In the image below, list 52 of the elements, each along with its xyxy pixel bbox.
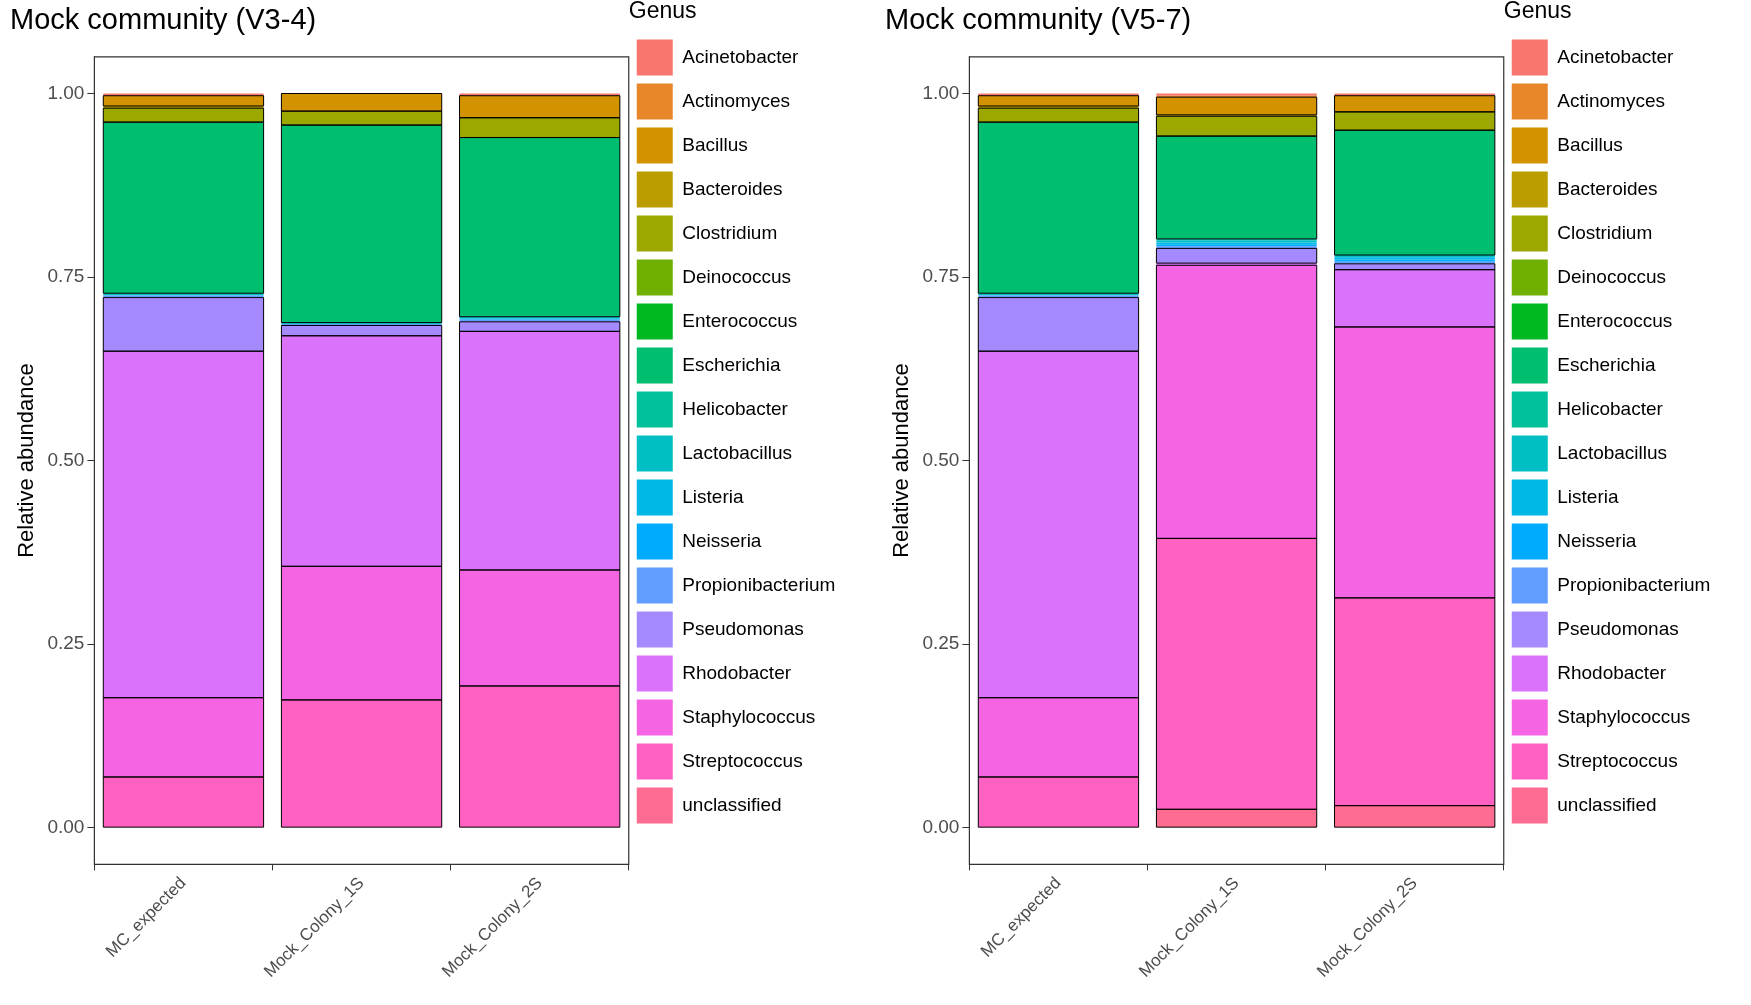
legend-label: Neisseria xyxy=(682,529,762,551)
y-tick-label: 0.75 xyxy=(47,265,85,287)
legend-label: Bacteroides xyxy=(1557,177,1658,199)
legend-label: Neisseria xyxy=(1557,529,1637,551)
legend-label: Deinococcus xyxy=(1557,265,1667,287)
y-tick-label: 0.75 xyxy=(922,265,960,287)
legend-label: Bacillus xyxy=(1557,133,1623,155)
legend-label: Listeria xyxy=(682,485,744,507)
y-tick-label: 0.25 xyxy=(922,632,960,654)
legend-title: Genus xyxy=(1503,0,1572,23)
legend-label: Propionibacterium xyxy=(1557,573,1711,595)
legend-label: Acinetobacter xyxy=(682,45,800,67)
legend-label: Enterococcus xyxy=(682,309,798,331)
legend-label: Enterococcus xyxy=(1557,309,1673,331)
legend-label: Helicobacter xyxy=(682,397,789,419)
legend-label: Lactobacillus xyxy=(1557,441,1668,463)
legend-label: Bacteroides xyxy=(682,177,783,199)
legend-label: Acinetobacter xyxy=(1557,45,1675,67)
legend-label: Pseudomonas xyxy=(1557,617,1679,639)
legend-label: Escherichia xyxy=(1557,353,1656,375)
y-tick-label: 1.00 xyxy=(922,81,960,103)
legend-label: Clostridium xyxy=(1557,221,1653,243)
legend-label: Clostridium xyxy=(682,221,778,243)
y-tick-label: 0.50 xyxy=(922,448,960,470)
legend-label: Staphylococcus xyxy=(682,705,816,727)
legend-label: Rhodobacter xyxy=(682,661,792,683)
legend-label: Actinomyces xyxy=(682,89,790,111)
legend-label: unclassified xyxy=(682,793,782,815)
chart-title: Mock community (V5-7) xyxy=(885,3,1192,36)
y-axis-title: Relative abundance xyxy=(13,363,39,558)
legend-label: Staphylococcus xyxy=(1557,705,1691,727)
chart-title: Mock community (V3-4) xyxy=(10,3,317,36)
y-tick-label: 0.50 xyxy=(47,448,85,470)
legend-label: Helicobacter xyxy=(1557,397,1664,419)
y-tick-label: 0.25 xyxy=(47,632,85,654)
y-tick-label: 0.00 xyxy=(47,815,85,837)
legend-label: Deinococcus xyxy=(682,265,792,287)
legend-label: unclassified xyxy=(1557,793,1657,815)
legend-label: Bacillus xyxy=(682,133,748,155)
legend-label: Actinomyces xyxy=(1557,89,1665,111)
legend-label: Escherichia xyxy=(682,353,781,375)
legend-label: Rhodobacter xyxy=(1557,661,1667,683)
legend-label: Streptococcus xyxy=(682,749,803,771)
legend-label: Propionibacterium xyxy=(682,573,836,595)
y-tick-label: 1.00 xyxy=(47,81,85,103)
y-tick-label: 0.00 xyxy=(922,815,960,837)
legend-label: Lactobacillus xyxy=(682,441,793,463)
legend-title: Genus xyxy=(628,0,697,23)
legend-label: Streptococcus xyxy=(1557,749,1678,771)
legend-label: Pseudomonas xyxy=(682,617,804,639)
legend-label: Listeria xyxy=(1557,485,1619,507)
y-axis-title: Relative abundance xyxy=(888,363,914,558)
